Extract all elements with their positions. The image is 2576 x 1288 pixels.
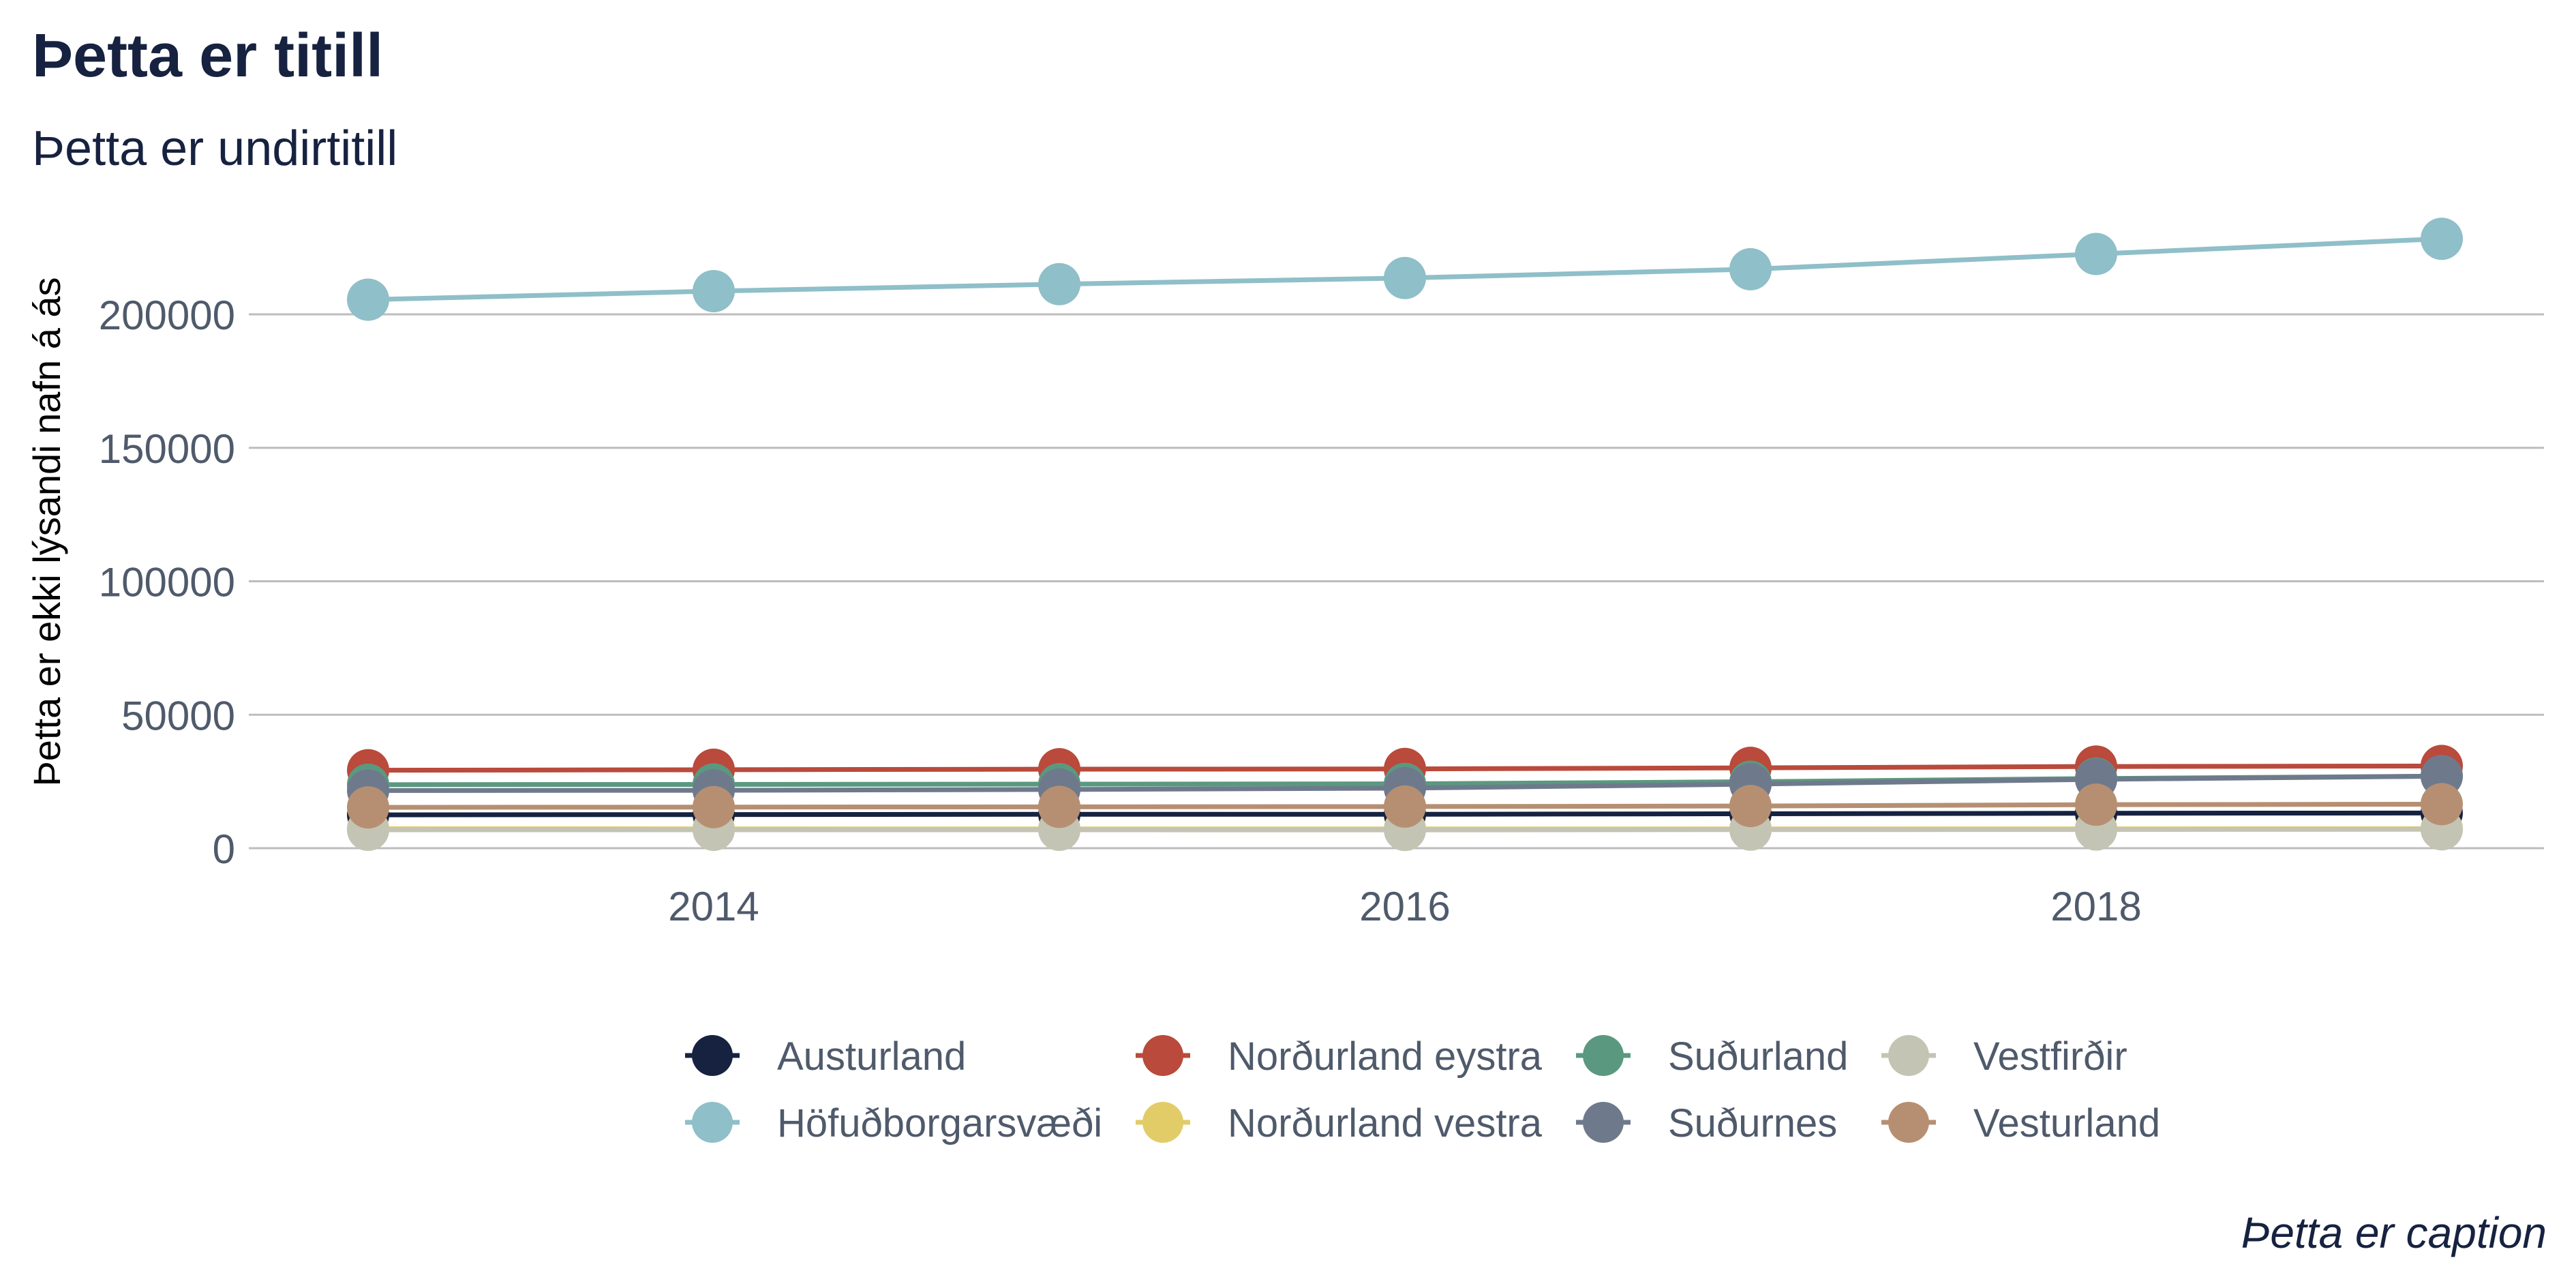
y-tick-label: 0 [213, 826, 235, 872]
data-point-vesturland-2019 [2421, 783, 2463, 826]
series-points [347, 218, 2463, 852]
legend-key-point [1583, 1102, 1624, 1143]
x-tick-label: 2018 [2050, 884, 2141, 929]
chart-subtitle: Þetta er undirtitill [32, 121, 397, 176]
y-tick-label: 200000 [99, 293, 235, 338]
legend-item-vesturland: Vesturland [1881, 1101, 2160, 1145]
legend-label: Norðurland eystra [1228, 1034, 1543, 1079]
legend-label: Suðurland [1668, 1034, 1848, 1079]
legend-key-point [1142, 1102, 1183, 1143]
legend-key-point [692, 1102, 733, 1143]
data-point-h-fu-borgarsv-i-2019 [2421, 218, 2463, 260]
data-point-h-fu-borgarsv-i-2014 [693, 269, 735, 312]
data-point-vesturland-2016 [1384, 785, 1426, 828]
y-axis-ticks: 0 50000 100000 150000 200000 [99, 293, 235, 872]
data-point-h-fu-borgarsv-i-2017 [1729, 248, 1772, 290]
legend-key-point [692, 1035, 733, 1076]
legend-item-nor-urland-vestra: Norðurland vestra [1136, 1101, 1543, 1145]
legend-key-point [1888, 1035, 1929, 1076]
x-tick-label: 2014 [668, 884, 759, 929]
legend-label: Norðurland vestra [1228, 1101, 1543, 1145]
legend-key-point [1583, 1035, 1624, 1076]
legend-key-point [1888, 1102, 1929, 1143]
y-tick-label: 50000 [121, 693, 235, 738]
legend-label: Vestfirðir [1973, 1034, 2127, 1079]
legend-item-nor-urland-eystra: Norðurland eystra [1136, 1034, 1543, 1079]
data-point-h-fu-borgarsv-i-2018 [2075, 233, 2117, 275]
data-point-vesturland-2014 [693, 785, 735, 828]
legend-label: Suðurnes [1668, 1101, 1837, 1145]
legend-item-h-fu-borgarsv-i: Höfuðborgarsvæði [685, 1101, 1102, 1145]
data-point-h-fu-borgarsv-i-2016 [1384, 256, 1426, 299]
series-lines [367, 236, 2442, 833]
data-point-h-fu-borgarsv-i-2013 [347, 278, 389, 321]
data-point-vesturland-2015 [1038, 785, 1080, 828]
legend-item-vestfir-ir: Vestfirðir [1881, 1034, 2127, 1079]
x-axis-ticks: 2014 2016 2018 [668, 884, 2141, 929]
grid-lines [249, 313, 2544, 850]
legend-item-austurland: Austurland [685, 1034, 966, 1079]
legend-label: Austurland [777, 1034, 966, 1079]
legend-label: Höfuðborgarsvæði [777, 1101, 1102, 1145]
legend-item-su-urland: Suðurland [1576, 1034, 1848, 1079]
data-point-vesturland-2018 [2075, 783, 2117, 826]
legend: Austurland Höfuðborgarsvæði Norðurland eys… [685, 1034, 2160, 1145]
data-point-h-fu-borgarsv-i-2015 [1038, 263, 1080, 305]
y-axis-label: Þetta er ekki lýsandi nafn á ás [25, 277, 68, 786]
x-tick-label: 2016 [1359, 884, 1450, 929]
legend-key-point [1142, 1035, 1183, 1076]
chart-title: Þetta er titill [32, 22, 383, 90]
chart-caption: Þetta er caption [2241, 1208, 2547, 1257]
y-tick-label: 150000 [99, 426, 235, 472]
data-point-vesturland-2017 [1729, 785, 1772, 828]
legend-label: Vesturland [1973, 1101, 2160, 1145]
y-tick-label: 100000 [99, 560, 235, 605]
legend-item-su-urnes: Suðurnes [1576, 1101, 1837, 1145]
data-point-vesturland-2013 [347, 786, 389, 829]
